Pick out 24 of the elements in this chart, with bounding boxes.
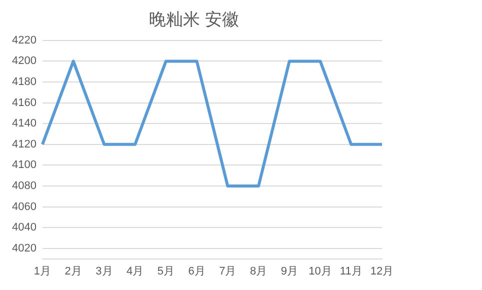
x-tick-label: 10月: [308, 265, 332, 278]
x-tick-label: 1月: [34, 265, 52, 278]
x-tick-label: 6月: [188, 265, 206, 278]
y-tick-label: 4160: [12, 96, 36, 109]
x-tick-label: 4月: [126, 265, 144, 278]
y-tick-label: 4140: [12, 118, 36, 130]
x-tick-label: 8月: [250, 265, 268, 278]
x-tick-label: 7月: [219, 265, 236, 278]
y-tick-label: 4120: [12, 138, 36, 150]
y-tick-label: 4100: [12, 159, 36, 172]
y-tick-label: 4020: [12, 242, 36, 254]
x-tick-label: 3月: [96, 265, 113, 278]
y-tick-label: 4040: [12, 222, 36, 234]
y-tick-label: 4220: [12, 34, 36, 46]
x-tick-label: 2月: [64, 265, 82, 278]
x-tick-label: 11月: [340, 265, 362, 278]
chart-title: 晚籼米 安徽: [149, 10, 239, 29]
y-tick-label: 4080: [12, 180, 36, 192]
x-tick-label: 12月: [370, 265, 394, 278]
x-tick-label: 5月: [157, 265, 174, 278]
y-tick-label: 4180: [12, 76, 36, 88]
y-tick-label: 4060: [12, 200, 36, 213]
y-tick-label: 4200: [12, 55, 36, 68]
x-tick-label: 9月: [280, 265, 298, 278]
